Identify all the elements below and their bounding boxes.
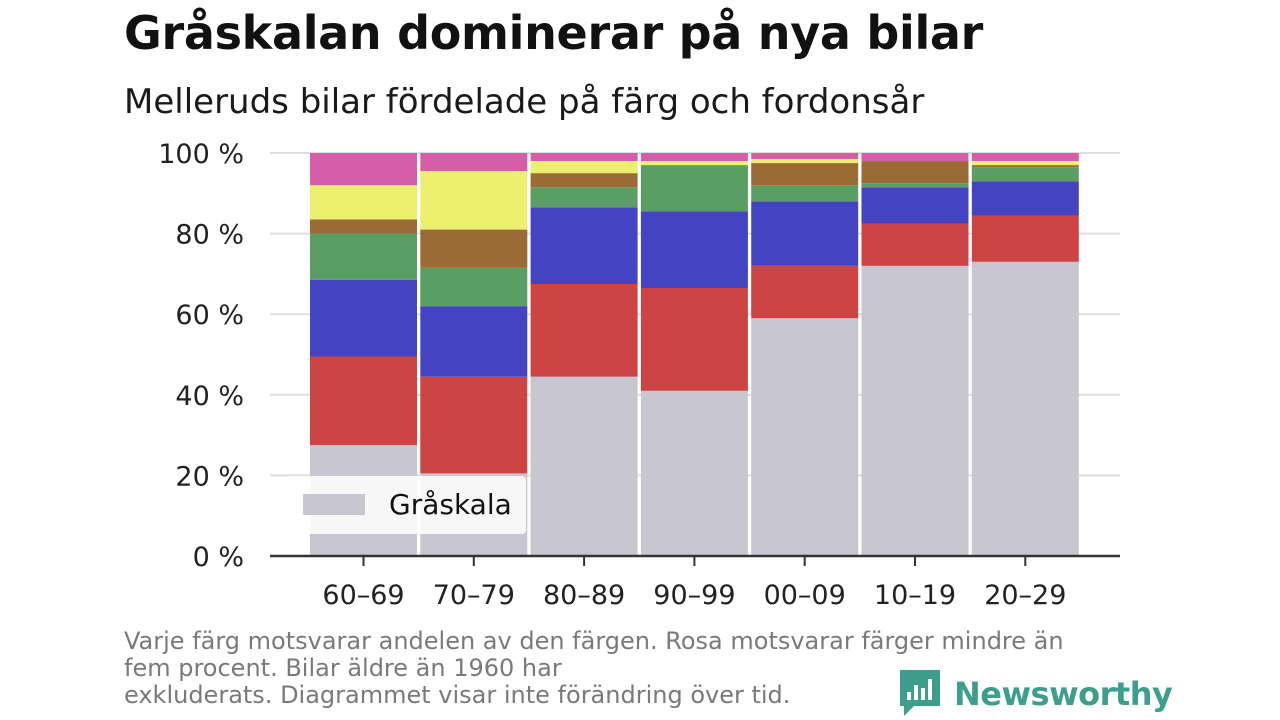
footnote: Varje färg motsvarar andelen av den färg…: [124, 628, 1144, 709]
bar-segment: [420, 171, 528, 230]
bar-segment: [971, 161, 1079, 166]
bar-segment: [640, 390, 748, 556]
bar-segment: [530, 153, 638, 162]
bar-segment: [971, 153, 1079, 162]
footnote-line-3: exkluderats. Diagrammet visar inte förän…: [124, 681, 791, 709]
bar-segment: [420, 229, 528, 268]
y-tick-label: 20 %: [175, 461, 244, 492]
bar-segment: [861, 153, 969, 162]
bar-segment: [530, 376, 638, 556]
bar-segment: [861, 161, 969, 184]
bar-segment: [530, 187, 638, 208]
bar-segment: [420, 153, 528, 172]
bar-segment: [861, 183, 969, 188]
bar-segment: [751, 185, 859, 202]
bar-segment: [310, 153, 417, 186]
x-tick-label: 80–89: [543, 580, 625, 611]
y-tick-label: 60 %: [175, 300, 244, 331]
footnote-line-1: Varje färg motsvarar andelen av den färg…: [124, 627, 1064, 655]
bar-segment: [971, 181, 1079, 216]
bar-segment: [640, 153, 748, 162]
bar-segment: [751, 201, 859, 266]
chart-title: Gråskalan dominerar på nya bilar: [124, 6, 984, 60]
y-tick-label: 0 %: [193, 542, 244, 573]
bar-segment: [751, 163, 859, 186]
bar-segment: [971, 261, 1079, 556]
bar-segment: [640, 211, 748, 289]
bar-segment: [310, 185, 417, 220]
y-tick-labels: 0 % 20 % 40 % 60 % 80 % 100 %: [158, 139, 244, 573]
bar-segment: [420, 267, 528, 307]
brand-name: Newsworthy: [954, 675, 1173, 713]
bar-segment: [310, 219, 417, 234]
bar-segment: [640, 161, 748, 166]
bar-segment: [971, 215, 1079, 262]
bar-segment: [751, 159, 859, 164]
bar-segment: [310, 356, 417, 446]
legend: Gråskala: [286, 476, 526, 534]
bar-segment: [420, 306, 528, 377]
x-tick-label: 10–19: [874, 580, 956, 611]
legend-box: [286, 476, 526, 534]
x-tick-label: 20–29: [984, 580, 1066, 611]
x-tick-label: 90–99: [653, 580, 735, 611]
legend-swatch: [303, 494, 365, 515]
chart-subtitle: Melleruds bilar fördelade på färg och fo…: [124, 82, 925, 122]
bar-segment: [861, 187, 969, 224]
bar-segment: [530, 283, 638, 377]
bar-segment: [640, 288, 748, 391]
bar-segment: [861, 265, 969, 556]
bar-segment: [640, 165, 748, 212]
brand-logo: Newsworthy: [900, 668, 1173, 720]
y-tick-label: 100 %: [158, 139, 244, 170]
legend-label: Gråskala: [389, 488, 512, 521]
y-tick-label: 40 %: [175, 381, 244, 412]
bar-segment: [530, 207, 638, 284]
bar-segment: [420, 376, 528, 474]
newsworthy-logo-icon: [900, 670, 940, 716]
bar-segment: [310, 233, 417, 280]
bar-segment: [530, 161, 638, 174]
bar-segment: [861, 223, 969, 266]
bar-segment: [751, 265, 859, 319]
x-tick-label: 60–69: [322, 580, 404, 611]
bar-segment: [971, 165, 1079, 168]
footnote-line-2: fem procent. Bilar äldre än 1960 har: [124, 654, 562, 682]
y-tick-label: 80 %: [175, 220, 244, 251]
x-tick-label: 00–09: [764, 580, 846, 611]
bar-segment: [310, 279, 417, 357]
bar-segment: [751, 153, 859, 160]
x-tick-labels: 60–69 70–79 80–89 90–99 00–09 10–19 20–29: [322, 556, 1066, 611]
bar-segment: [530, 173, 638, 188]
x-tick-label: 70–79: [433, 580, 515, 611]
bar-segment: [971, 167, 1079, 182]
bar-segment: [751, 318, 859, 556]
